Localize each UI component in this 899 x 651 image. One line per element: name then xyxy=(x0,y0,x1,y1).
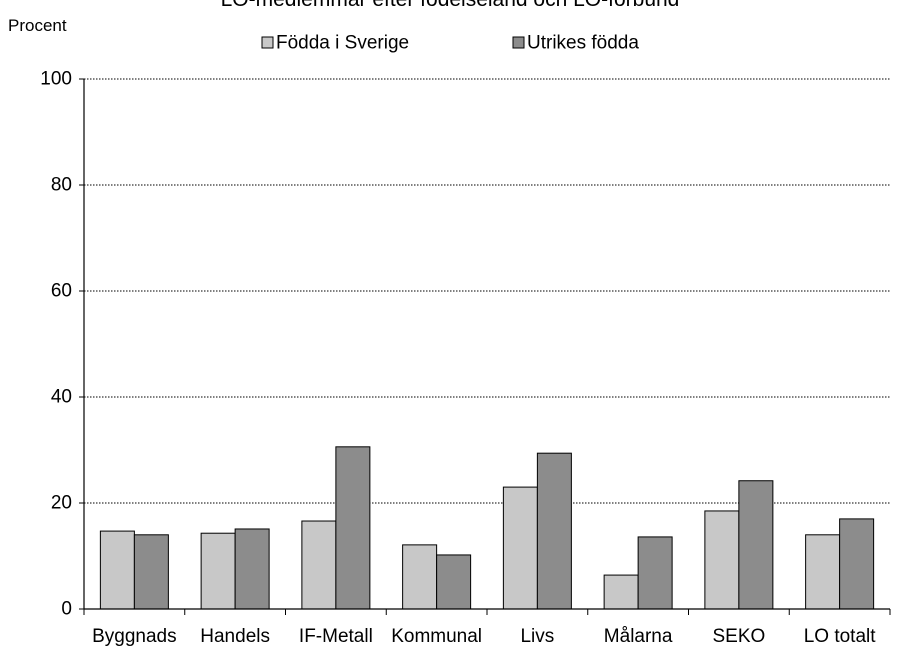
x-category-label: Handels xyxy=(200,626,270,647)
y-tick-label: 20 xyxy=(51,493,72,514)
bar-utrikes-3 xyxy=(436,554,472,610)
bar-utrikes-6 xyxy=(738,480,774,610)
y-tick-label: 80 xyxy=(51,175,72,196)
bar-utrikes-2 xyxy=(335,446,371,610)
x-category-labels: Byggnads Handels IF-Metall Kommunal Livs Måla… xyxy=(92,626,876,647)
x-category-label: Kommunal xyxy=(391,626,482,647)
y-axis-label: Procent xyxy=(8,16,67,35)
bar-sverige-2 xyxy=(301,520,337,610)
x-category-label: IF-Metall xyxy=(299,626,373,647)
y-tick-label: 60 xyxy=(51,281,72,302)
bar-sverige-1 xyxy=(200,532,236,610)
y-tick-label: 40 xyxy=(51,387,72,408)
gridlines xyxy=(84,78,890,504)
bar-utrikes-5 xyxy=(637,536,673,610)
bar-sverige-5 xyxy=(603,574,639,610)
bar-utrikes-1 xyxy=(234,528,270,610)
chart-title: LO-medlemmar efter födelseland och LO-fö… xyxy=(221,0,680,11)
legend: Födda i Sverige Utrikes födda xyxy=(261,33,639,54)
bar-sverige-0 xyxy=(99,530,135,610)
legend-label: Utrikes födda xyxy=(527,33,639,54)
axes xyxy=(79,78,891,615)
y-tick-label: 0 xyxy=(61,599,72,620)
legend-swatch xyxy=(512,36,525,49)
bar-sverige-6 xyxy=(704,510,740,610)
bar-sverige-7 xyxy=(805,534,841,610)
bar-sverige-3 xyxy=(402,544,438,610)
x-category-label: SEKO xyxy=(712,626,765,647)
legend-swatch xyxy=(261,36,274,49)
y-tick-label: 100 xyxy=(40,69,72,90)
bars xyxy=(99,446,875,610)
y-tick-labels: 0 20 40 60 80 100 xyxy=(40,69,72,620)
x-category-label: Målarna xyxy=(604,626,673,647)
bar-utrikes-4 xyxy=(536,452,572,610)
x-category-label: LO totalt xyxy=(804,626,877,647)
bar-utrikes-0 xyxy=(133,534,169,610)
bar-utrikes-7 xyxy=(839,518,875,610)
x-category-label: Byggnads xyxy=(92,626,177,647)
legend-label: Födda i Sverige xyxy=(276,33,409,54)
x-category-label: Livs xyxy=(520,626,554,647)
bar-sverige-4 xyxy=(502,486,538,610)
